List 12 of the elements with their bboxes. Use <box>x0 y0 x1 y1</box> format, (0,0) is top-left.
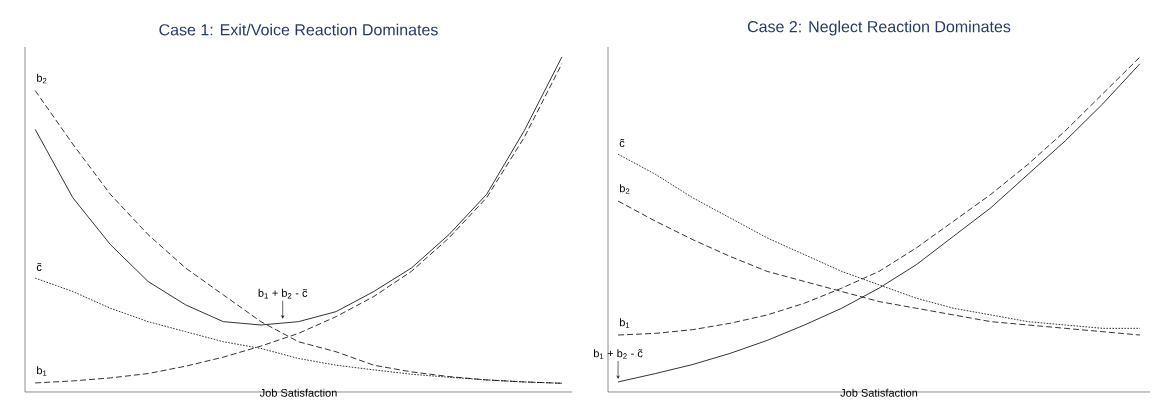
series-label: b$_{1}$ + b$_{2}$ - c̃ <box>593 349 643 359</box>
series-label: b$_{1}$ <box>37 366 47 376</box>
series-label: b$_{1}$ + b$_{2}$ - c̃ <box>258 288 308 299</box>
x-axis-title: Job Satisfaction <box>259 388 337 397</box>
chart-title: Case 2: Neglect Reaction Dominates <box>747 20 1011 36</box>
x-axis-title: Job Satisfaction <box>840 388 918 397</box>
chart-title: Case 1: Exit/Voice Reaction Dominates <box>159 23 438 36</box>
series-label: b$_{1}$ <box>619 318 630 328</box>
series-label: b$_{2}$ <box>37 73 47 84</box>
series-label: c̃ <box>619 138 625 147</box>
series-label: b$_{2}$ <box>619 184 630 194</box>
series-label: c̃ <box>36 262 42 271</box>
